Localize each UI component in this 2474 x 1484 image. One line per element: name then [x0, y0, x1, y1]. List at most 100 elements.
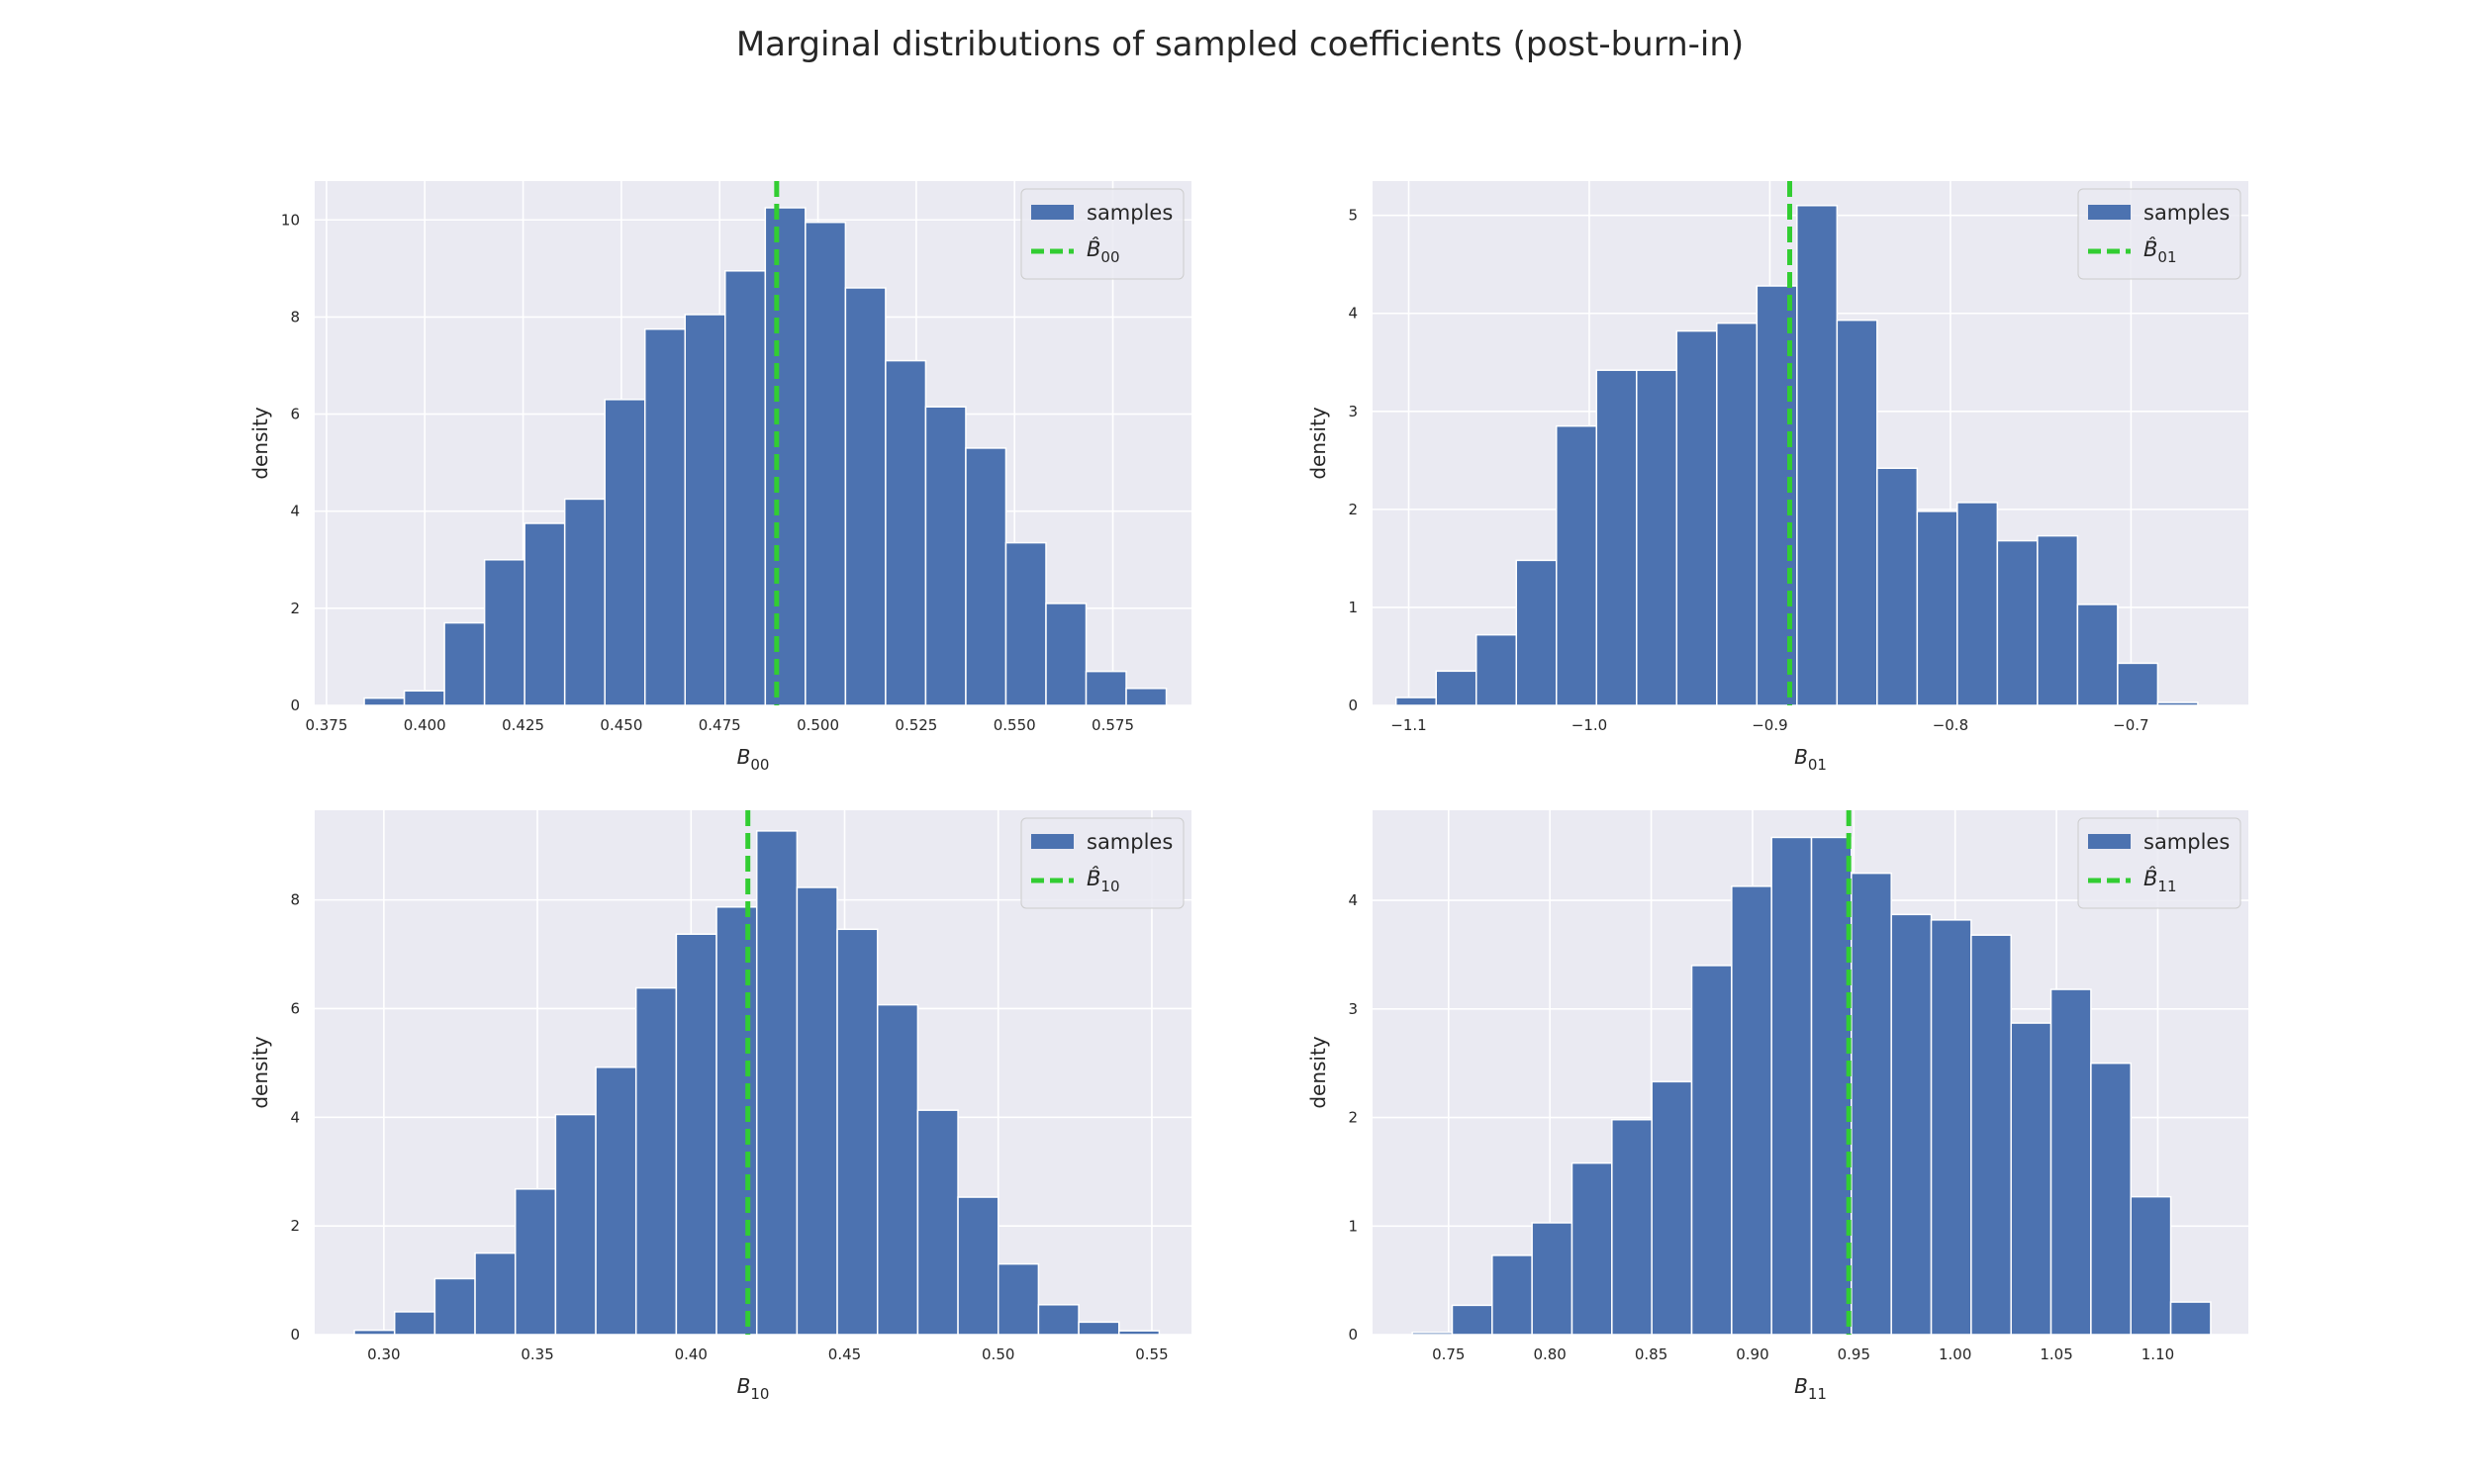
histogram-bar — [595, 1067, 637, 1336]
histogram-bar — [554, 1113, 597, 1336]
y-axis-label: density — [248, 1036, 272, 1108]
x-tick-label: 1.10 — [2141, 1345, 2174, 1363]
y-tick-label: 0 — [290, 1326, 300, 1344]
histogram-bar — [1956, 502, 1999, 706]
y-tick-label: 0 — [290, 696, 300, 714]
histogram-bar — [2049, 988, 2092, 1336]
legend-swatch-samples — [1031, 205, 1074, 220]
y-tick-label: 2 — [290, 600, 300, 617]
histogram-bar — [715, 906, 758, 1336]
histogram-bar — [1570, 1161, 1613, 1336]
x-axis-label-main: B — [1794, 1374, 1808, 1398]
histogram-bar — [1851, 872, 1892, 1336]
histogram-bar — [2169, 1301, 2212, 1336]
x-tick-label: 0.30 — [367, 1345, 400, 1363]
histogram-bar — [1451, 1304, 1493, 1336]
x-tick-label: 0.85 — [1635, 1345, 1667, 1363]
legend-label-estimate-main: B̂ — [1087, 866, 1100, 890]
legend-label-estimate: B̂11 — [2143, 866, 2177, 895]
histogram-bar — [755, 830, 799, 1336]
histogram-bar — [836, 928, 879, 1336]
y-tick-label: 2 — [290, 1217, 300, 1235]
y-tick-label: 0 — [1348, 696, 1358, 714]
x-axis-label: B11 — [1794, 1374, 1827, 1403]
histogram-bar — [1125, 688, 1168, 706]
x-tick-label: 0.550 — [994, 716, 1036, 734]
legend: samples B̂10 — [1020, 817, 1185, 909]
histogram-bar — [523, 522, 566, 706]
histogram-bar — [1085, 670, 1127, 706]
histogram-bar — [844, 287, 887, 706]
x-axis-label-main: B — [737, 745, 751, 769]
histogram-bar — [1117, 1330, 1161, 1336]
y-tick-label: 4 — [1348, 891, 1358, 909]
legend-label-estimate-sub: 10 — [1100, 878, 1119, 895]
histogram-bar — [1930, 919, 1972, 1336]
histogram-bar — [997, 1262, 1040, 1336]
histogram-bar — [393, 1311, 436, 1336]
histogram-bar — [1394, 696, 1437, 706]
histogram-bar — [563, 498, 606, 706]
x-tick-label: 0.575 — [1092, 716, 1134, 734]
histogram-bar — [1037, 1304, 1080, 1336]
subplot-b10: 0.30 0.35 0.40 0.45 0.50 0.5502468B10densitys… — [248, 810, 1191, 1403]
histogram-bar — [1716, 322, 1759, 706]
legend-label-estimate: B̂10 — [1087, 866, 1120, 895]
histogram-bar — [764, 207, 807, 706]
histogram-bar — [483, 559, 525, 706]
x-tick-label: 0.525 — [895, 716, 937, 734]
x-axis-label: B00 — [737, 745, 770, 774]
legend: samples B̂11 — [2077, 817, 2241, 909]
histogram-bar — [1770, 836, 1813, 1336]
histogram-bar — [1996, 539, 2039, 706]
y-tick-label: 6 — [290, 999, 300, 1017]
y-tick-label: 2 — [1348, 1109, 1358, 1127]
x-tick-label: 0.500 — [797, 716, 839, 734]
legend: samples B̂00 — [1020, 188, 1185, 280]
legend: samples B̂01 — [2077, 188, 2241, 280]
histogram-bar — [363, 696, 406, 706]
y-axis-label: density — [1306, 407, 1330, 479]
y-tick-label: 1 — [1348, 1217, 1358, 1235]
legend-swatch-samples — [2088, 205, 2131, 220]
y-tick-label: 2 — [1348, 501, 1358, 518]
x-tick-label: 0.75 — [1432, 1345, 1465, 1363]
histogram-bar — [2090, 1062, 2132, 1336]
x-tick-label: 0.400 — [404, 716, 446, 734]
y-tick-label: 4 — [290, 1108, 300, 1126]
x-axis-label-sub: 10 — [750, 1385, 769, 1403]
histogram-bar — [2156, 701, 2199, 706]
y-tick-label: 1 — [1348, 599, 1358, 616]
x-tick-label: 1.05 — [2040, 1345, 2072, 1363]
x-tick-label: −1.0 — [1571, 716, 1607, 734]
y-tick-label: 3 — [1348, 1000, 1358, 1018]
x-tick-label: −0.9 — [1752, 716, 1787, 734]
legend-label-samples: samples — [2143, 201, 2230, 225]
histogram-bar — [2076, 603, 2119, 706]
x-tick-label: 0.425 — [502, 716, 544, 734]
histogram-bar — [1491, 1254, 1533, 1336]
legend-swatch-samples — [1031, 834, 1074, 849]
histogram-bar — [2117, 662, 2159, 706]
histogram-bar — [1435, 670, 1477, 706]
legend-label-samples: samples — [1087, 201, 1173, 225]
x-tick-label: 0.475 — [699, 716, 741, 734]
histogram-bar — [1731, 885, 1772, 1336]
histogram-bar — [2130, 1195, 2172, 1336]
x-tick-label: 0.450 — [600, 716, 642, 734]
figure-title: Marginal distributions of sampled coeffi… — [736, 25, 1744, 64]
histogram-bar — [1836, 319, 1878, 706]
legend-label-estimate: B̂01 — [2143, 236, 2177, 266]
legend-label-estimate-main: B̂ — [2143, 236, 2157, 261]
subplot-b11: 0.75 0.80 0.85 0.90 0.95 1.00 1.05 1.1001234B11… — [1306, 810, 2248, 1403]
histogram-bar — [1690, 965, 1733, 1336]
subplot-b00: 0.375 0.400 0.425 0.450 0.475 0.500 0.525 0.550… — [248, 181, 1191, 774]
histogram-bar — [1078, 1321, 1120, 1336]
x-axis-label-main: B — [1794, 745, 1808, 769]
histogram-bar — [2010, 1022, 2052, 1336]
histogram-bar — [916, 1109, 959, 1336]
histogram-bar — [643, 327, 687, 706]
histogram-bar — [805, 221, 847, 706]
y-tick-label: 0 — [1348, 1326, 1358, 1344]
